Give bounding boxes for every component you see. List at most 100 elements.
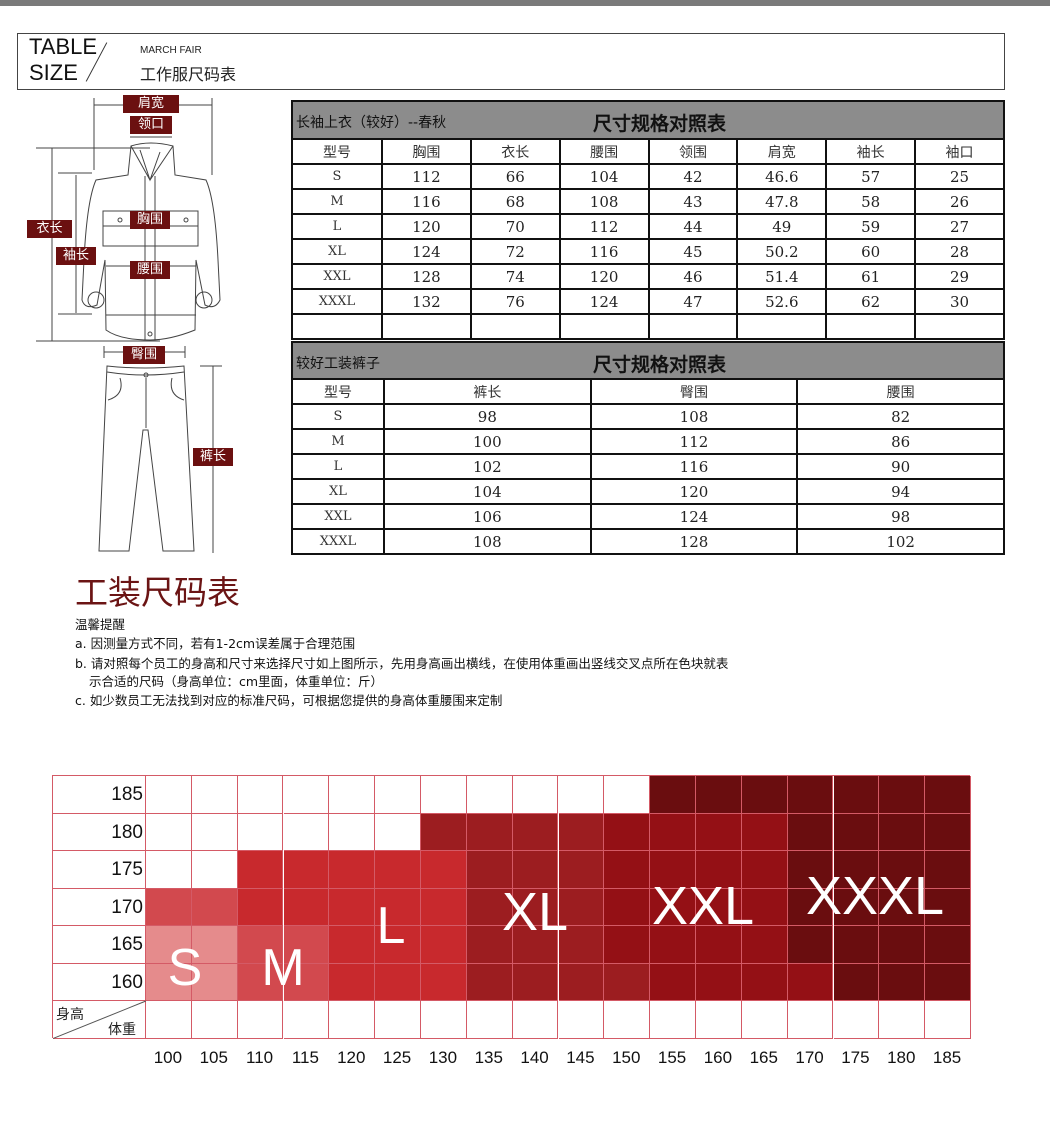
value-cell: 62 bbox=[825, 288, 917, 315]
value-cell: 70 bbox=[469, 213, 561, 240]
note-c: c. 如少数员工无法找到对应的标准尺码，可根据您提供的身高体重腰围来定制 bbox=[75, 693, 503, 708]
grid-cell-xl bbox=[512, 963, 559, 1002]
grid-cell-empty bbox=[925, 1001, 971, 1039]
value-cell: 74 bbox=[469, 263, 561, 290]
grid-cell-l bbox=[421, 851, 467, 889]
grid-cell-xxl bbox=[787, 963, 834, 1002]
note-b: b. 请对照每个员工的身高和尺寸来选择尺寸如上图所示，先用身高画出横线，在使用体… bbox=[75, 656, 729, 671]
height-label: 170 bbox=[111, 896, 143, 918]
grid-cell-empty bbox=[191, 813, 238, 852]
size-label-l: L bbox=[376, 897, 406, 955]
weight-label: 110 bbox=[246, 1048, 274, 1067]
empty-cell bbox=[469, 313, 561, 340]
grid-cell-xl bbox=[558, 963, 605, 1002]
label-shoulder: 肩宽 bbox=[123, 95, 179, 113]
grid-cell-xxxl bbox=[925, 888, 971, 927]
grid-cell-xxxl bbox=[787, 926, 834, 964]
grid-cell-empty bbox=[696, 1001, 742, 1039]
grid-cell-empty bbox=[146, 776, 192, 814]
grid-cell-xxxl bbox=[925, 963, 971, 1002]
label-length: 衣长 bbox=[27, 220, 72, 238]
weight-label: 165 bbox=[749, 1048, 778, 1067]
grid-cell-s bbox=[191, 963, 238, 1002]
grid-cell-xxxl bbox=[833, 888, 880, 927]
grid-cell-xxxl bbox=[879, 888, 926, 927]
grid-cell-empty bbox=[283, 813, 330, 852]
grid-cell-xxl bbox=[604, 926, 651, 964]
grid-cell-xxxl bbox=[879, 851, 926, 889]
grid-cell-xl bbox=[558, 888, 605, 927]
grid-cell-xxl bbox=[604, 851, 651, 889]
grid-cell-l bbox=[329, 963, 376, 1002]
grid-cell-xxxl bbox=[833, 963, 880, 1002]
column-header: 腰围 bbox=[796, 378, 1005, 405]
jacket-table-name: 长袖上衣（较好）--春秋 bbox=[296, 115, 447, 131]
column-header: 衣长 bbox=[469, 138, 561, 165]
grid-cell-xxxl bbox=[787, 813, 834, 852]
table-header-row: 型号 胸围 衣长 腰围 领围 肩宽 袖长 袖口 bbox=[291, 138, 1005, 165]
grid-cell-xl bbox=[466, 813, 513, 852]
height-label: 165 bbox=[111, 934, 143, 956]
grid-cell-xxl bbox=[604, 813, 651, 852]
jacket-size-table: 长袖上衣（较好）--春秋 尺寸规格对照表 型号 胸围 衣长 腰围 领围 肩宽 袖长 袖口 S 112… bbox=[291, 100, 1005, 340]
size-label-xl: XL bbox=[501, 882, 569, 942]
weight-label: 185 bbox=[932, 1048, 962, 1067]
column-header: 裤长 bbox=[383, 378, 592, 405]
empty-row bbox=[291, 313, 1005, 340]
table-header-row: 型号 裤长 臀围 腰围 bbox=[291, 378, 1005, 405]
axis-corner-cell bbox=[53, 1001, 146, 1039]
grid-cell-xxxl bbox=[833, 926, 880, 964]
value-cell: 49 bbox=[736, 213, 828, 240]
grid-cell-xxxl bbox=[833, 851, 880, 889]
header-subtitle: MARCH FAIR bbox=[140, 45, 202, 56]
weight-label: 155 bbox=[657, 1048, 687, 1067]
garment-diagram bbox=[36, 98, 222, 553]
grid-cell-xl bbox=[604, 963, 651, 1002]
weight-label: 175 bbox=[841, 1048, 870, 1067]
value-cell: 108 bbox=[558, 188, 650, 215]
column-header: 型号 bbox=[291, 378, 385, 405]
empty-cell bbox=[558, 313, 650, 340]
value-cell: 51.4 bbox=[736, 263, 828, 290]
grid-cell-m bbox=[191, 888, 238, 927]
grid-cell-empty bbox=[787, 1001, 834, 1039]
value-cell: 44 bbox=[647, 213, 739, 240]
grid-cell-empty bbox=[237, 813, 284, 852]
column-header: 胸围 bbox=[381, 138, 472, 165]
weight-label: 135 bbox=[474, 1048, 503, 1067]
grid-cell-empty bbox=[604, 776, 651, 814]
value-cell: 47.8 bbox=[736, 188, 828, 215]
grid-cell-empty bbox=[283, 1001, 330, 1039]
height-label: 185 bbox=[111, 784, 143, 805]
table-row: M 100 112 86 bbox=[291, 428, 1005, 455]
grid-cell-xxl bbox=[696, 851, 742, 889]
grid-cell-l bbox=[329, 851, 376, 889]
height-label: 180 bbox=[111, 821, 143, 843]
grid-cell-s bbox=[146, 926, 192, 964]
value-cell: 90 bbox=[796, 453, 1005, 480]
value-cell: 25 bbox=[914, 163, 1005, 190]
table-row: XL 104 120 94 bbox=[291, 478, 1005, 505]
height-axis-label: 身高 bbox=[56, 1007, 84, 1024]
grid-cell-xxl bbox=[696, 963, 742, 1002]
grid-cell-xxxl bbox=[696, 776, 742, 814]
value-cell: 26 bbox=[914, 188, 1005, 215]
grid-cell-m bbox=[283, 963, 330, 1002]
value-cell: 112 bbox=[589, 428, 799, 455]
value-cell: 30 bbox=[914, 288, 1005, 315]
size-label-xxl: XXL bbox=[651, 876, 755, 936]
pants-size-table: 较好工装裤子 尺寸规格对照表 型号 裤长 臀围 腰围 S 98 108 82 M 100 112 86 L… bbox=[291, 341, 1005, 555]
table-row: S 98 108 82 bbox=[291, 403, 1005, 430]
value-cell: 124 bbox=[589, 503, 799, 530]
value-cell: 98 bbox=[383, 403, 592, 430]
weight-label: 180 bbox=[887, 1048, 916, 1067]
weight-label: 130 bbox=[428, 1048, 458, 1067]
value-cell: 61 bbox=[825, 263, 917, 290]
table-row: L 120 70 112 44 49 59 27 bbox=[291, 213, 1005, 240]
grid-cell-empty bbox=[421, 776, 467, 814]
grid-cell-xl bbox=[558, 851, 605, 889]
value-cell: 104 bbox=[383, 478, 592, 505]
grid-cell-empty bbox=[146, 851, 192, 889]
grid-cell-l bbox=[375, 851, 421, 889]
grid-cell-empty bbox=[375, 1001, 421, 1039]
